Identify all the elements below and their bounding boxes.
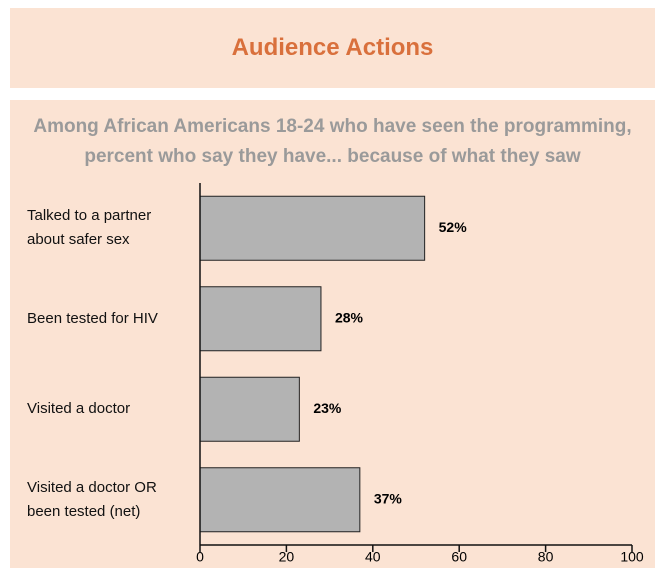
category-label: Talked to a partner about safer sex <box>27 207 152 249</box>
x-tick-label: 60 <box>451 549 467 565</box>
data-label: 37% <box>374 490 403 506</box>
data-label: 23% <box>313 400 342 416</box>
x-tick-label: 40 <box>365 549 381 565</box>
header: Audience Actions <box>10 8 655 88</box>
x-tick-label: 100 <box>620 549 644 565</box>
x-tick-label: 0 <box>196 549 204 565</box>
x-tick-label: 80 <box>538 549 554 565</box>
data-label: 52% <box>439 219 468 235</box>
x-tick-label: 20 <box>279 549 295 565</box>
chart-title: Audience Actions <box>231 34 434 61</box>
bar <box>199 467 361 533</box>
category-label: Been tested for HIV <box>27 309 158 327</box>
category-label: Visited a doctor OR been tested (net) <box>27 478 157 520</box>
bar <box>199 286 322 352</box>
chart-subtitle: Among African Americans 18-24 who have s… <box>33 116 632 167</box>
category-label: Visited a doctor <box>27 400 131 418</box>
bar <box>199 195 426 261</box>
data-label: 28% <box>335 309 364 325</box>
bar <box>199 376 300 442</box>
